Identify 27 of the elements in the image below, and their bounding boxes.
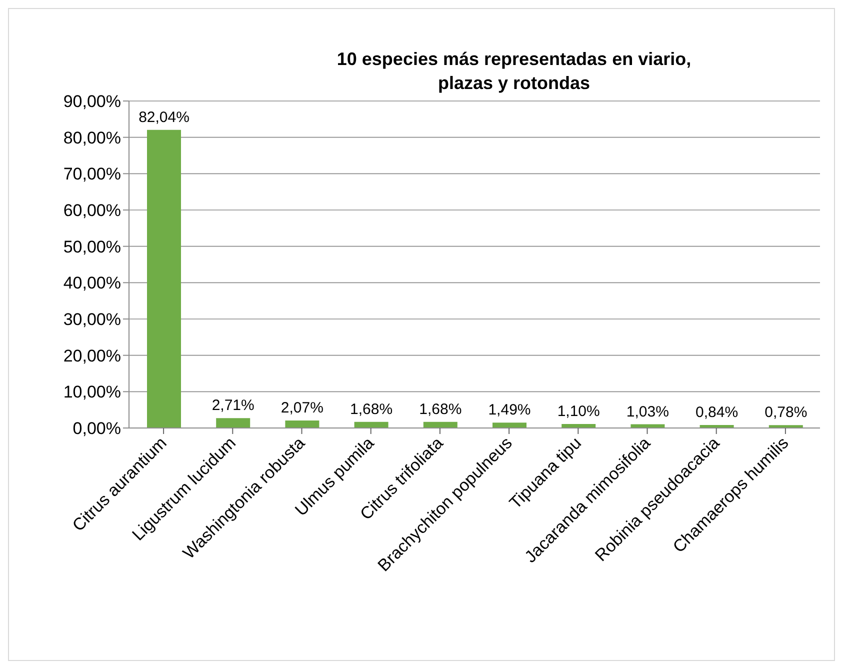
y-tick-label: 40,00% [63, 274, 121, 293]
y-tick-label: 90,00% [63, 92, 121, 112]
bar [354, 422, 388, 428]
y-tick-label: 80,00% [63, 128, 121, 148]
data-label: 1,68% [350, 400, 393, 418]
y-tick-label: 60,00% [63, 201, 121, 220]
data-label: 2,71% [212, 397, 254, 414]
data-label: 82,04% [138, 108, 190, 126]
data-label: 2,07% [280, 399, 324, 416]
data-label: 1,10% [557, 403, 600, 420]
y-tick-label: 0,00% [72, 419, 121, 438]
data-label: 1,03% [626, 403, 669, 420]
y-tick-label: 30,00% [63, 310, 121, 330]
bar [423, 422, 458, 428]
data-label: 1,49% [488, 402, 531, 419]
bar [216, 418, 250, 428]
data-label: 1,68% [419, 400, 462, 418]
bar [147, 130, 181, 428]
data-label: 0,84% [696, 404, 738, 421]
bar [285, 420, 320, 428]
y-tick-label: 20,00% [63, 346, 121, 366]
chart-title: 10 especies más representadas en viario, plazas y rotondas [336, 48, 692, 95]
y-tick-label: 50,00% [63, 237, 121, 256]
bar [492, 422, 526, 428]
y-tick-label: 70,00% [63, 164, 121, 184]
data-label: 0,78% [764, 404, 808, 422]
y-tick-label: 10,00% [63, 382, 121, 402]
